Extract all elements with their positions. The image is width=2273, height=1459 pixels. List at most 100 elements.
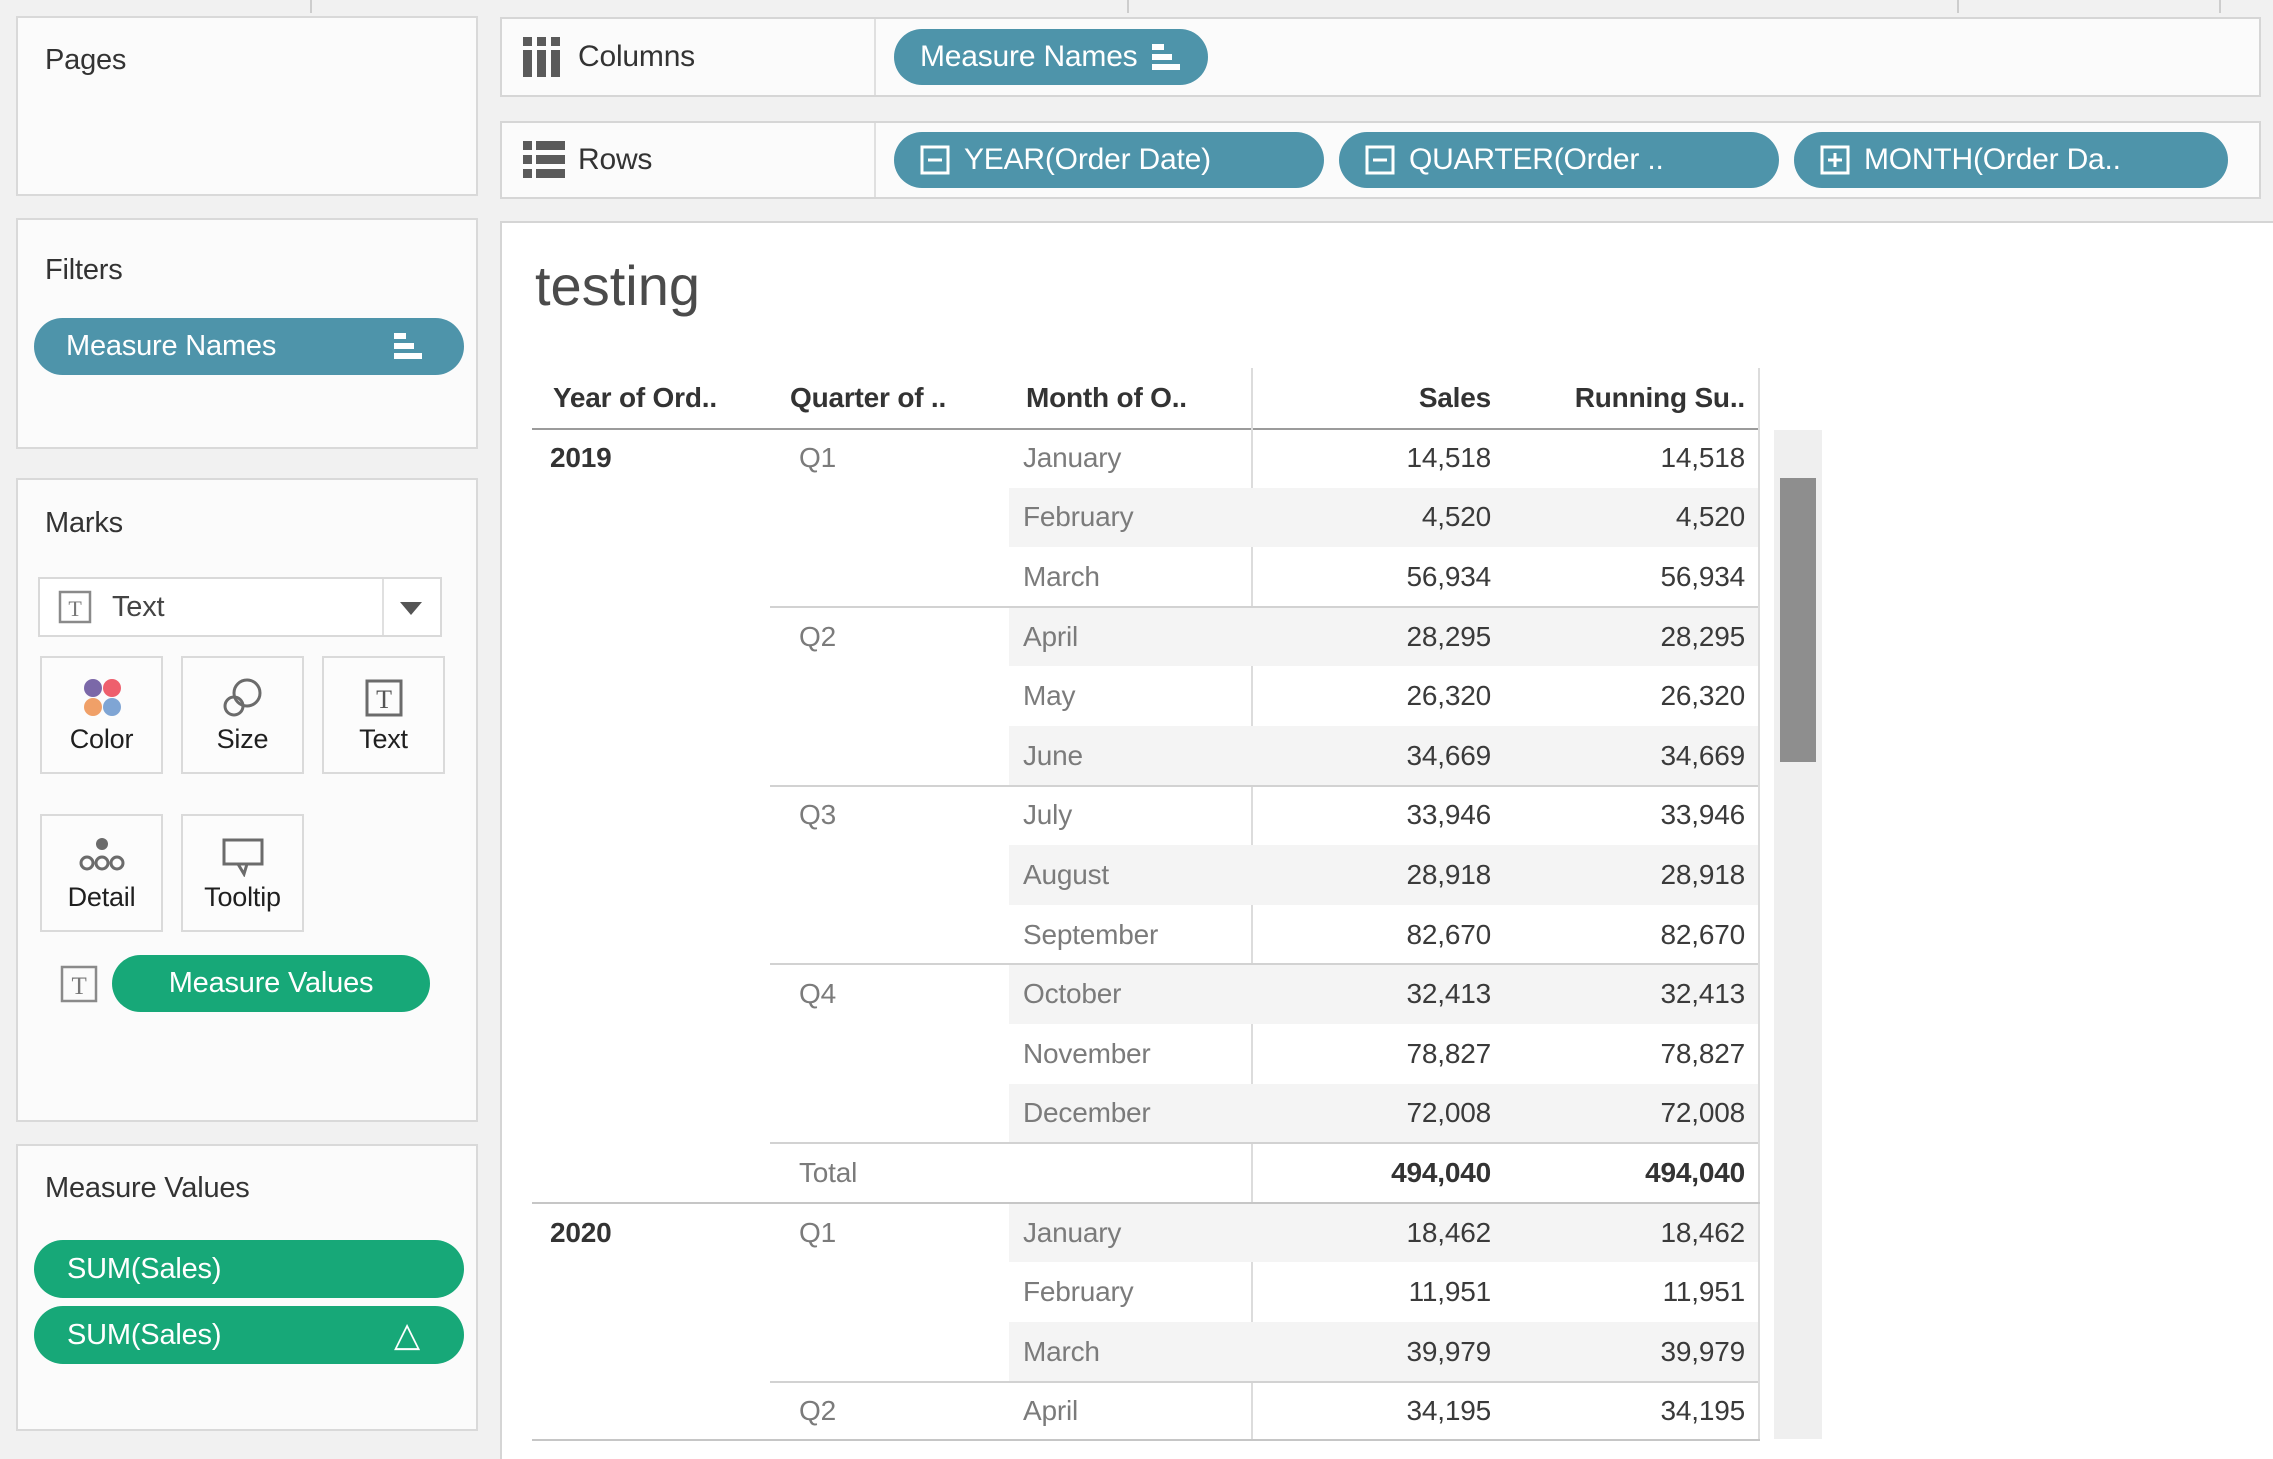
month-cell[interactable]: January (1023, 1216, 1122, 1248)
year-cell[interactable]: 2019 (550, 441, 612, 473)
running-sum-value-cell[interactable]: 39,979 (1660, 1335, 1746, 1367)
running-sum-value-cell[interactable]: 28,295 (1660, 620, 1746, 652)
filter-pill-measure-names[interactable]: Measure Names (34, 318, 464, 375)
month-cell[interactable]: July (1023, 799, 1072, 831)
table-row[interactable]: Q2 April 34,195 34,195 (502, 1380, 1762, 1442)
quarter-cell[interactable]: Q3 (799, 799, 836, 831)
month-cell[interactable]: March (1023, 560, 1100, 592)
sales-value-cell[interactable]: 494,040 (1391, 1156, 1491, 1188)
quarter-cell[interactable]: Total (799, 1156, 858, 1188)
quarter-cell[interactable]: Q2 (799, 620, 836, 652)
rows-shelf[interactable]: Rows YEAR(Order Date) QUARTER(Order .. M… (500, 121, 2261, 199)
running-sum-value-cell[interactable]: 14,518 (1660, 441, 1746, 473)
table-row[interactable]: May 26,320 26,320 (502, 666, 1762, 726)
sales-value-cell[interactable]: 34,669 (1406, 739, 1492, 771)
collapse-minus-icon[interactable] (1365, 145, 1395, 175)
sales-value-cell[interactable]: 18,462 (1406, 1216, 1492, 1248)
table-row[interactable]: Q2 April 28,295 28,295 (502, 605, 1762, 667)
table-row[interactable]: February 11,951 11,951 (502, 1262, 1762, 1322)
column-header-year[interactable]: Year of Ord.. (553, 382, 717, 413)
running-sum-value-cell[interactable]: 56,934 (1660, 560, 1746, 592)
sales-value-cell[interactable]: 32,413 (1406, 978, 1492, 1010)
month-cell[interactable]: February (1023, 1276, 1134, 1308)
table-row[interactable]: 2020 Q1 January 18,462 18,462 (502, 1201, 1762, 1263)
column-header-running-sum[interactable]: Running Su.. (1574, 382, 1745, 413)
quarter-cell[interactable]: Q1 (799, 1216, 836, 1248)
column-header-quarter[interactable]: Quarter of .. (790, 382, 947, 413)
sales-value-cell[interactable]: 34,195 (1406, 1395, 1492, 1427)
columns-pill-measure-names[interactable]: Measure Names (894, 29, 1208, 85)
year-cell[interactable]: 2020 (550, 1216, 612, 1248)
table-row[interactable]: March 39,979 39,979 (502, 1322, 1762, 1382)
running-sum-value-cell[interactable]: 34,669 (1660, 739, 1746, 771)
table-row[interactable]: Q4 October 32,413 32,413 (502, 963, 1762, 1024)
sales-value-cell[interactable]: 56,934 (1406, 560, 1492, 592)
month-cell[interactable]: September (1023, 918, 1159, 950)
quarter-cell[interactable]: Q1 (799, 441, 836, 473)
sales-value-cell[interactable]: 11,951 (1408, 1276, 1492, 1308)
month-cell[interactable]: April (1023, 620, 1079, 652)
scrollbar-thumb[interactable] (1780, 478, 1816, 762)
table-row[interactable]: December 72,008 72,008 (502, 1083, 1762, 1144)
tooltip-button[interactable]: Tooltip (181, 814, 304, 932)
month-cell[interactable]: April (1023, 1395, 1079, 1427)
running-sum-value-cell[interactable]: 33,946 (1660, 799, 1746, 831)
running-sum-value-cell[interactable]: 4,520 (1675, 501, 1745, 533)
column-header-month[interactable]: Month of O.. (1026, 382, 1187, 413)
columns-shelf[interactable]: Columns Measure Names (500, 17, 2261, 97)
table-row[interactable]: March 56,934 56,934 (502, 547, 1762, 607)
month-cell[interactable]: August (1023, 858, 1109, 890)
sales-value-cell[interactable]: 39,979 (1406, 1335, 1492, 1367)
collapse-minus-icon[interactable] (920, 145, 950, 175)
measure-values-pill-sum-sales[interactable]: SUM(Sales) (34, 1240, 464, 1298)
running-sum-value-cell[interactable]: 82,670 (1660, 918, 1746, 950)
column-header-sales[interactable]: Sales (1418, 382, 1491, 413)
sales-value-cell[interactable]: 82,670 (1406, 918, 1492, 950)
size-button[interactable]: Size (181, 656, 304, 774)
table-row[interactable]: 2019 Q1 January 14,518 14,518 (502, 428, 1762, 488)
month-cell[interactable]: December (1023, 1097, 1151, 1129)
table-row[interactable]: June 34,669 34,669 (502, 726, 1762, 786)
running-sum-value-cell[interactable]: 34,195 (1660, 1395, 1746, 1427)
running-sum-value-cell[interactable]: 72,008 (1660, 1097, 1746, 1129)
sales-value-cell[interactable]: 4,520 (1421, 501, 1491, 533)
running-sum-value-cell[interactable]: 78,827 (1660, 1037, 1746, 1069)
month-cell[interactable]: May (1023, 680, 1076, 712)
table-row[interactable]: November 78,827 78,827 (502, 1024, 1762, 1084)
sales-value-cell[interactable]: 72,008 (1406, 1097, 1492, 1129)
running-sum-value-cell[interactable]: 26,320 (1660, 680, 1746, 712)
running-sum-value-cell[interactable]: 28,918 (1660, 858, 1746, 890)
month-cell[interactable]: November (1023, 1037, 1151, 1069)
quarter-cell[interactable]: Q4 (799, 978, 836, 1010)
running-sum-value-cell[interactable]: 494,040 (1645, 1156, 1745, 1188)
month-cell[interactable]: June (1023, 739, 1083, 771)
chevron-down-icon[interactable] (400, 602, 422, 615)
measure-values-pill-sum-sales-running[interactable]: SUM(Sales) △ (34, 1306, 464, 1364)
sales-value-cell[interactable]: 33,946 (1406, 799, 1492, 831)
sales-value-cell[interactable]: 78,827 (1406, 1037, 1492, 1069)
sales-value-cell[interactable]: 26,320 (1406, 680, 1492, 712)
running-sum-value-cell[interactable]: 32,413 (1660, 978, 1746, 1010)
rows-pill-year-order-date[interactable]: YEAR(Order Date) (894, 132, 1324, 188)
month-cell[interactable]: January (1023, 441, 1122, 473)
quarter-cell[interactable]: Q2 (799, 1395, 836, 1427)
table-row[interactable]: August 28,918 28,918 (502, 845, 1762, 905)
sales-value-cell[interactable]: 28,295 (1406, 620, 1492, 652)
running-sum-value-cell[interactable]: 18,462 (1660, 1216, 1746, 1248)
sales-value-cell[interactable]: 28,918 (1406, 858, 1492, 890)
table-row[interactable]: February 4,520 4,520 (502, 487, 1762, 548)
month-cell[interactable]: October (1023, 978, 1122, 1010)
rows-pill-month-order-date[interactable]: MONTH(Order Da.. (1794, 132, 2228, 188)
sales-value-cell[interactable]: 14,518 (1406, 441, 1492, 473)
running-sum-value-cell[interactable]: 11,951 (1662, 1276, 1746, 1308)
expand-plus-icon[interactable] (1820, 145, 1850, 175)
table-row[interactable]: September 82,670 82,670 (502, 905, 1762, 965)
month-cell[interactable]: March (1023, 1335, 1100, 1367)
table-row[interactable]: Q3 July 33,946 33,946 (502, 784, 1762, 846)
table-row[interactable]: Total 494,040 494,040 (502, 1142, 1762, 1203)
rows-pill-quarter-order-date[interactable]: QUARTER(Order .. (1339, 132, 1779, 188)
detail-button[interactable]: Detail (40, 814, 163, 932)
marks-pill-measure-values[interactable]: Measure Values (112, 955, 430, 1012)
text-button[interactable]: T Text (322, 656, 445, 774)
color-button[interactable]: Color (40, 656, 163, 774)
